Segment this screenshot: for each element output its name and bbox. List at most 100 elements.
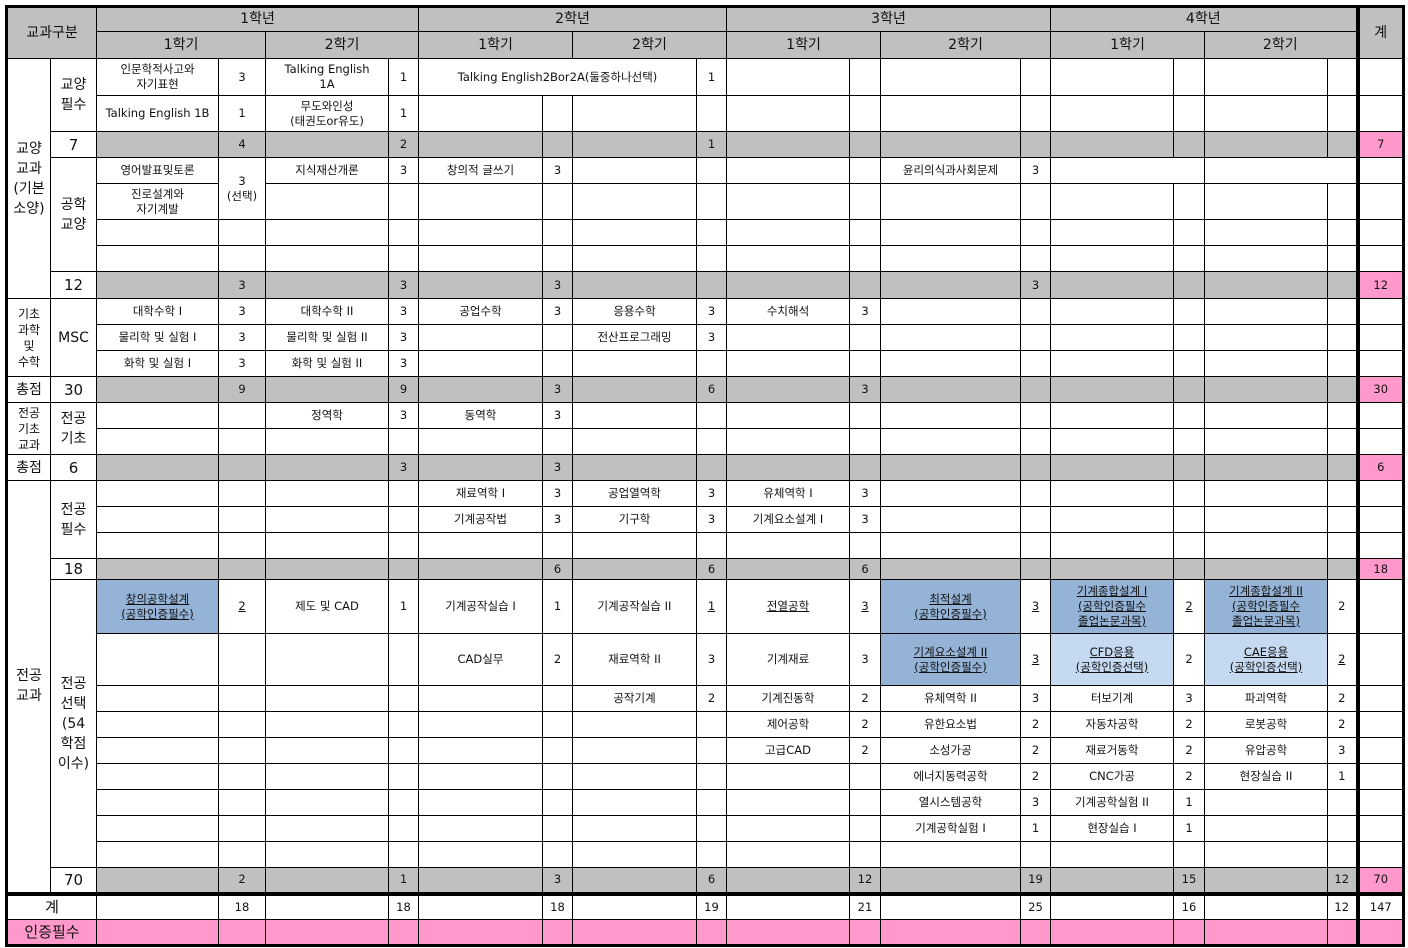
course-name: 자동차공학 <box>1050 711 1174 738</box>
course-credit <box>542 685 573 712</box>
course-name <box>726 919 850 946</box>
course-credit <box>1327 506 1358 533</box>
course-credit <box>388 245 419 272</box>
course-name: 기구학 <box>572 506 697 533</box>
course-name <box>418 219 543 246</box>
course-name <box>265 506 389 533</box>
course-name <box>572 919 697 946</box>
course-credit <box>1020 324 1051 351</box>
course-credit <box>388 532 419 559</box>
course-name <box>418 131 543 158</box>
course-name <box>96 815 219 842</box>
course-credit <box>1020 376 1051 403</box>
course-name <box>726 815 850 842</box>
course-credit <box>849 919 881 946</box>
course-credit: 18 <box>388 891 419 920</box>
course-credit: 2 <box>1173 711 1205 738</box>
row-total: 70 <box>1355 867 1405 894</box>
course-credit: 1 <box>1020 815 1051 842</box>
course-name: 응용수학 <box>572 298 697 325</box>
course-credit: 3 <box>388 271 419 299</box>
course-name <box>880 219 1021 246</box>
course-credit: 3 <box>696 298 727 325</box>
course-name <box>726 841 850 868</box>
course-name <box>96 633 219 686</box>
course-credit <box>542 763 573 790</box>
course-name <box>572 841 697 868</box>
course-name <box>418 558 543 580</box>
course-name <box>726 95 850 132</box>
course-name <box>418 376 543 403</box>
course-name <box>726 532 850 559</box>
course-credit: 3 <box>1327 737 1358 764</box>
course-name: 화학 및 실험 I <box>96 350 219 377</box>
course-credit: 19 <box>696 891 727 920</box>
course-name <box>1204 454 1328 481</box>
table-row: 계 18 18 18 19 21 25 16 12 147 <box>6 891 1405 920</box>
course-credit <box>849 245 881 272</box>
course-credit <box>849 350 881 377</box>
course-credit <box>849 157 881 184</box>
course-name <box>418 454 543 481</box>
course-credit <box>849 271 881 299</box>
course-credit <box>388 480 419 507</box>
course-name <box>880 532 1021 559</box>
course-name <box>418 95 543 132</box>
course-credit <box>696 919 727 946</box>
table-row: 7 4 2 1 7 <box>7 131 1405 158</box>
course-credit <box>542 711 573 738</box>
course-credit: 1 <box>1327 763 1358 790</box>
course-name <box>1050 298 1174 325</box>
course-name <box>572 271 697 299</box>
course-credit <box>1173 219 1205 246</box>
course-name <box>1050 558 1174 580</box>
table-row: 에너지동력공학 2 CNC가공 2 현장실습 II 1 <box>7 763 1405 790</box>
row-total <box>1355 579 1405 634</box>
course-credit: 3 <box>849 579 881 634</box>
table-row: 화학 및 실험 I 3 화학 및 실험 II 3 <box>7 350 1405 377</box>
basic-science-label: 기초 과학 및 수학 <box>6 298 51 377</box>
course-name <box>1050 428 1174 455</box>
course-name <box>1050 271 1174 299</box>
course-name <box>726 891 850 920</box>
course-credit: 2 <box>388 131 419 158</box>
course-name: 고급CAD <box>726 737 850 764</box>
course-credit <box>218 789 266 816</box>
course-credit: 3 <box>542 376 573 403</box>
course-name <box>726 428 850 455</box>
row-total <box>1355 841 1405 868</box>
course-name <box>880 428 1021 455</box>
course-credit <box>849 841 881 868</box>
table-row: 진로설계와 자기계발 <box>7 183 1405 220</box>
course-credit <box>388 711 419 738</box>
table-row: CAD실무 2 재료역학 II 3 기계재료 3 기계요소설계 II (공학인증필수) 3 CF… <box>7 633 1405 686</box>
engineering-liberal-total: 12 <box>50 271 97 299</box>
course-name: 윤리의식과사회문제 <box>880 157 1021 184</box>
total-header: 계 <box>1355 6 1405 59</box>
course-credit <box>1173 95 1205 132</box>
course-name <box>880 891 1021 920</box>
course-name <box>1204 350 1328 377</box>
course-credit: 3 <box>849 633 881 686</box>
course-credit: 1 <box>696 58 727 96</box>
course-name <box>265 815 389 842</box>
course-credit: 12 <box>849 867 881 894</box>
course-name: 소성가공 <box>880 737 1021 764</box>
course-name <box>1204 95 1328 132</box>
course-name: 제도 및 CAD <box>265 579 389 634</box>
course-name <box>880 131 1021 158</box>
table-row <box>7 428 1405 455</box>
course-credit <box>1173 402 1205 429</box>
row-total <box>1355 737 1405 764</box>
course-credit <box>696 815 727 842</box>
course-name: 전산프로그래밍 <box>572 324 697 351</box>
semester-header: 1학기 <box>1050 31 1205 59</box>
course-name <box>96 454 219 481</box>
course-credit <box>1327 454 1358 481</box>
major-basic-label: 전공 기초 <box>50 402 97 455</box>
course-credit: 2 <box>1327 579 1358 634</box>
course-credit <box>1327 789 1358 816</box>
course-credit <box>218 633 266 686</box>
course-credit: 2 <box>1173 763 1205 790</box>
course-name <box>265 711 389 738</box>
